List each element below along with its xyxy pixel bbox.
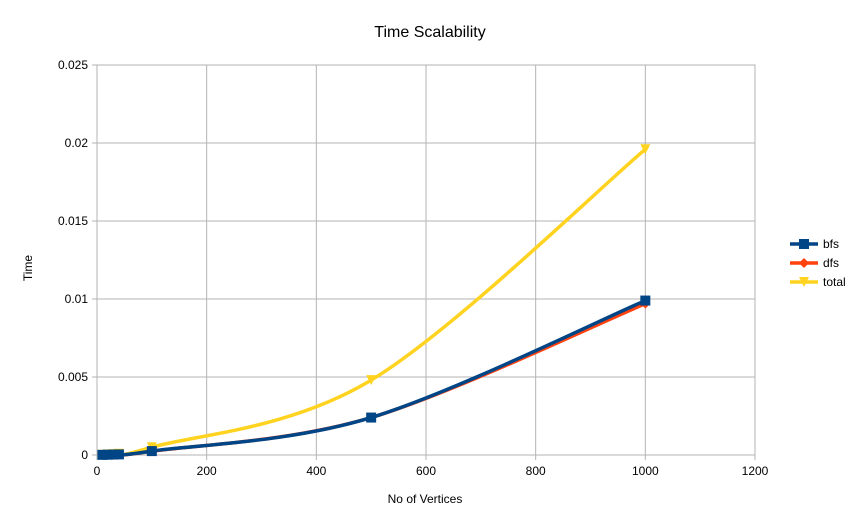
y-axis-ticks: 0 0.005 0.01 0.015 0.02 0.025 [58,58,88,462]
x-tick-label: 600 [416,464,436,478]
legend: bfs dfs total [790,237,846,289]
x-tick-label: 400 [306,464,326,478]
series-total [97,144,651,460]
data-point-total [366,375,377,386]
data-point-total [640,144,651,155]
series-group [97,144,651,460]
y-tick-label: 0.02 [65,136,89,150]
data-point-bfs [640,295,651,306]
x-tick-label: 200 [197,464,217,478]
legend-item-bfs: bfs [790,237,839,251]
data-point-bfs [366,412,377,423]
data-point-bfs [113,449,124,460]
series-bfs [97,295,651,460]
legend-marker-bfs [799,239,809,249]
legend-label-dfs: dfs [823,256,839,270]
y-tick-label: 0.01 [65,292,89,306]
x-tick-label: 1200 [742,464,769,478]
series-line-total [100,147,648,457]
x-axis-label: No of Vertices [388,492,463,506]
legend-marker-total [799,277,809,287]
x-tick-label: 800 [526,464,546,478]
y-axis-label: Time [21,255,35,282]
x-tick-label: 1000 [632,464,659,478]
data-point-bfs [146,446,157,457]
y-tick-label: 0.015 [58,214,88,228]
chart-title: Time Scalability [374,24,485,41]
legend-item-total: total [790,275,846,289]
legend-label-bfs: bfs [823,237,839,251]
data-point-bfs [97,449,108,460]
x-axis-ticks: 0 200 400 600 800 1000 1200 [94,464,769,478]
legend-item-dfs: dfs [790,256,839,270]
data-point-bfs [108,449,119,460]
legend-marker-dfs [799,258,809,268]
data-point-bfs [102,449,113,460]
y-tick-label: 0.005 [58,370,88,384]
y-tick-label: 0.025 [58,58,88,72]
legend-label-total: total [823,275,846,289]
x-tick-label: 0 [94,464,101,478]
y-tick-label: 0 [81,448,88,462]
